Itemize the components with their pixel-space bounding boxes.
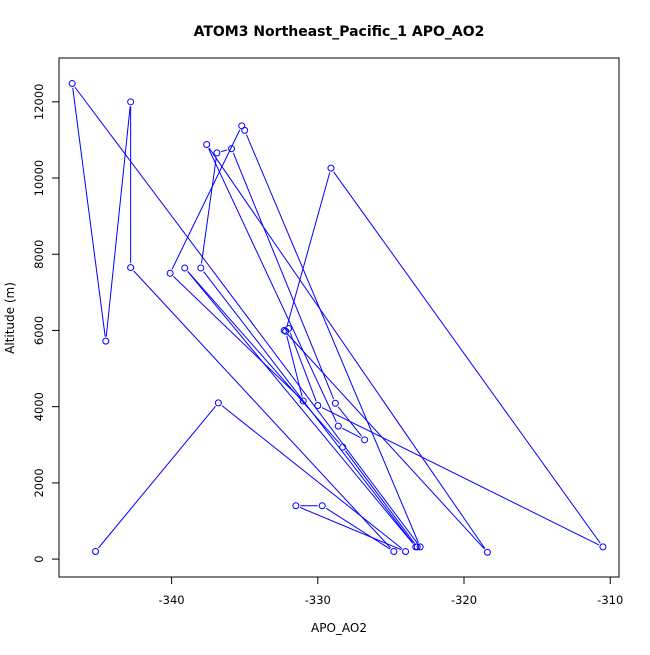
- data-point: [228, 145, 236, 153]
- data-point: [361, 436, 369, 444]
- y-axis-label: Altitude (m): [3, 282, 17, 354]
- y-tick-label: 0: [32, 555, 46, 562]
- series-line-segment: [342, 427, 361, 439]
- series-line-segment: [289, 332, 317, 402]
- series-line-segment: [200, 157, 217, 264]
- series-line-segment: [325, 507, 391, 550]
- series-line-segment: [245, 134, 419, 543]
- series-line-segment: [286, 335, 303, 397]
- data-point: [68, 80, 76, 88]
- series-line-segment: [105, 106, 131, 337]
- data-point: [339, 443, 347, 451]
- x-tick-label: -310: [597, 593, 623, 607]
- series-line-segment: [286, 333, 485, 550]
- chart-title: ATOM3 Northeast_Pacific_1 APO_AO2: [194, 24, 485, 40]
- series-line-segment: [221, 149, 228, 153]
- data-point: [327, 164, 335, 172]
- data-point: [127, 264, 135, 272]
- y-axis: 0 2000 4000 6000 8000 10000 12000: [32, 84, 60, 563]
- data-point: [292, 502, 300, 510]
- y-tick-label: 2000: [32, 468, 46, 497]
- series-line-segment: [208, 148, 337, 423]
- data-point: [483, 548, 491, 556]
- y-tick-label: 10000: [32, 160, 46, 197]
- data-point: [102, 337, 110, 345]
- x-tick-label: -320: [451, 593, 477, 607]
- series-line-segment: [187, 271, 341, 445]
- series-line-segment: [344, 450, 415, 544]
- data-point: [402, 547, 410, 555]
- series-line-segment: [171, 129, 241, 270]
- x-axis: -340 -330 -320 -310: [159, 576, 623, 607]
- data-point: [299, 397, 307, 405]
- series-line-segment: [74, 86, 418, 544]
- data-point: [416, 543, 424, 551]
- series-line-segment: [333, 171, 601, 544]
- series-line-segment: [321, 407, 600, 546]
- series-line-segment: [299, 507, 402, 551]
- data-point: [599, 543, 607, 551]
- series-line-segment: [187, 271, 414, 544]
- data-point: [314, 402, 322, 410]
- series-line-segment: [337, 406, 363, 437]
- data-point: [213, 149, 221, 157]
- data-point: [334, 422, 342, 430]
- series-line-segment: [208, 147, 486, 549]
- data-point: [214, 399, 222, 407]
- series-line-segment: [173, 276, 301, 399]
- data-point: [92, 547, 100, 555]
- data-point: [280, 326, 288, 334]
- y-tick-label: 12000: [32, 84, 46, 121]
- data-point: [127, 98, 135, 106]
- series-line-segment: [133, 270, 392, 549]
- data-point: [390, 547, 398, 555]
- x-axis-label: APO_AO2: [311, 621, 367, 635]
- series-line-segment: [232, 152, 335, 400]
- data-point: [203, 141, 211, 148]
- x-tick-label: -340: [159, 593, 185, 607]
- data-point: [166, 269, 174, 277]
- y-tick-label: 6000: [32, 316, 46, 345]
- y-tick-label: 8000: [32, 240, 46, 269]
- data-point: [197, 264, 205, 272]
- series-line-segment: [98, 406, 216, 549]
- series-line-segment: [221, 405, 403, 550]
- data-point: [331, 399, 339, 407]
- data-point: [238, 122, 246, 130]
- x-tick-label: -330: [305, 593, 331, 607]
- data-point: [413, 543, 421, 551]
- series-line-segment: [286, 172, 331, 328]
- data-point: [285, 325, 293, 333]
- series-points: [68, 80, 607, 556]
- y-tick-label: 4000: [32, 392, 46, 421]
- series-lines: [72, 86, 601, 551]
- series-line-segment: [72, 87, 106, 337]
- data-point: [318, 502, 326, 510]
- data-point: [181, 264, 189, 272]
